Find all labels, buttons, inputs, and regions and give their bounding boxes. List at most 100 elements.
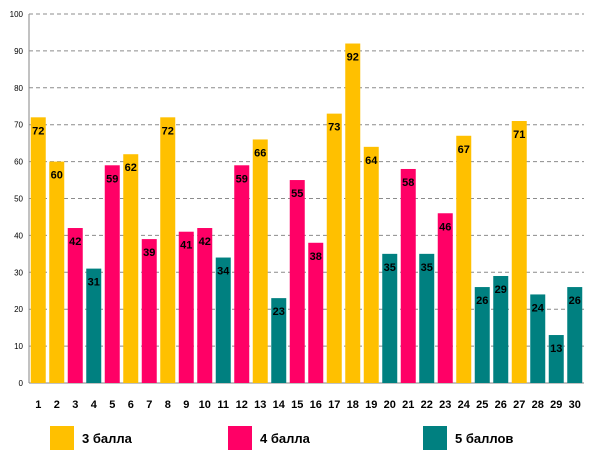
y-tick-labels: 0 10 20 30 40 50 60 70 80 90 100 xyxy=(10,10,24,388)
bar-20 xyxy=(382,253,398,383)
data-label-19: 64 xyxy=(365,155,378,167)
x-tick-label-26: 26 xyxy=(495,399,507,411)
data-label-11: 34 xyxy=(217,266,230,278)
data-label-26: 29 xyxy=(495,284,507,296)
bar-9 xyxy=(178,231,194,383)
data-label-2: 60 xyxy=(51,170,63,182)
bar-30 xyxy=(567,287,583,383)
data-label-8: 72 xyxy=(162,125,174,137)
data-label-13: 66 xyxy=(254,147,266,159)
bar-23 xyxy=(437,213,453,383)
bar-7 xyxy=(141,239,157,383)
gridlines xyxy=(29,13,584,347)
data-label-22: 35 xyxy=(421,262,433,274)
data-label-29: 13 xyxy=(550,343,562,355)
data-labels: 72 60 42 31 59 62 39 72 41 42 34 59 66 23 55 38 73 92 64 35… xyxy=(32,52,581,356)
bar-1 xyxy=(30,117,46,383)
data-label-16: 38 xyxy=(310,251,322,263)
x-tick-label-6: 6 xyxy=(128,399,134,411)
data-label-3: 42 xyxy=(69,236,81,248)
y-tick-label: 20 xyxy=(14,305,23,314)
y-tick-label: 10 xyxy=(14,342,23,351)
x-tick-label-24: 24 xyxy=(458,399,471,411)
bar-2 xyxy=(49,161,65,383)
data-label-7: 39 xyxy=(143,247,155,259)
y-tick-label: 90 xyxy=(14,47,23,56)
x-tick-label-8: 8 xyxy=(165,399,171,411)
x-tick-label-25: 25 xyxy=(476,399,488,411)
bar-21 xyxy=(400,168,416,383)
y-tick-label: 100 xyxy=(10,10,24,19)
y-tick-label: 30 xyxy=(14,268,23,277)
x-tick-label-15: 15 xyxy=(291,399,303,411)
data-label-17: 73 xyxy=(328,122,340,134)
legend-swatch-3 xyxy=(50,426,74,450)
legend-label-4: 4 балла xyxy=(260,430,310,446)
data-label-21: 58 xyxy=(402,177,414,189)
bar-4 xyxy=(86,268,102,383)
data-label-25: 26 xyxy=(476,295,488,307)
bar-15 xyxy=(289,180,305,383)
x-tick-label-2: 2 xyxy=(54,399,60,411)
bar-3 xyxy=(67,228,83,383)
x-tick-label-3: 3 xyxy=(72,399,78,411)
x-tick-label-19: 19 xyxy=(365,399,377,411)
x-tick-label-18: 18 xyxy=(347,399,359,411)
data-label-14: 23 xyxy=(273,306,285,318)
bar-18 xyxy=(345,43,361,384)
x-tick-label-14: 14 xyxy=(273,399,286,411)
data-label-4: 31 xyxy=(88,277,100,289)
data-label-10: 42 xyxy=(199,236,211,248)
legend-label-5: 5 баллов xyxy=(455,430,514,446)
x-tick-label-22: 22 xyxy=(421,399,433,411)
bar-24 xyxy=(456,135,472,383)
bar-25 xyxy=(474,287,490,383)
legend-swatch-5 xyxy=(423,426,447,450)
bar-16 xyxy=(308,242,324,383)
x-tick-label-27: 27 xyxy=(513,399,525,411)
data-label-27: 71 xyxy=(513,129,525,141)
x-tick-label-11: 11 xyxy=(217,399,229,411)
x-tick-label-16: 16 xyxy=(310,399,322,411)
bar-10 xyxy=(197,228,213,383)
x-tick-label-29: 29 xyxy=(550,399,562,411)
legend-swatch-4 xyxy=(228,426,252,450)
y-tick-label: 0 xyxy=(19,379,24,388)
bars xyxy=(30,43,583,384)
bar-8 xyxy=(160,117,176,383)
x-tick-label-1: 1 xyxy=(35,399,41,411)
x-tick-labels: 1 2 3 4 5 6 7 8 9 10 11 12 13 14 15 16 17 18 19 20 21 22 23 24 2… xyxy=(35,399,581,411)
x-tick-label-4: 4 xyxy=(91,399,98,411)
legend-label-3: 3 балла xyxy=(82,430,132,446)
x-tick-label-17: 17 xyxy=(328,399,340,411)
data-label-15: 55 xyxy=(291,188,303,200)
bar-6 xyxy=(123,154,139,383)
data-label-30: 26 xyxy=(569,295,581,307)
bar-13 xyxy=(252,139,268,383)
data-label-28: 24 xyxy=(532,302,545,314)
bar-14 xyxy=(271,298,287,383)
x-tick-label-21: 21 xyxy=(402,399,414,411)
x-tick-label-5: 5 xyxy=(109,399,115,411)
y-tick-label: 60 xyxy=(14,158,23,167)
data-label-18: 92 xyxy=(347,52,359,64)
legend-item-5: 5 баллов xyxy=(423,425,513,451)
data-label-23: 46 xyxy=(439,221,451,233)
axes xyxy=(28,14,584,384)
legend: 3 балла 4 балла 5 баллов xyxy=(0,425,590,455)
bar-26 xyxy=(493,275,509,383)
x-tick-label-9: 9 xyxy=(183,399,189,411)
bar-29 xyxy=(548,335,564,383)
x-tick-label-7: 7 xyxy=(146,399,152,411)
bar-11 xyxy=(215,257,231,383)
data-label-20: 35 xyxy=(384,262,396,274)
data-label-1: 72 xyxy=(32,125,44,137)
y-tick-label: 40 xyxy=(14,231,23,240)
x-tick-label-28: 28 xyxy=(532,399,544,411)
y-tick-label: 70 xyxy=(14,121,23,130)
x-tick-label-12: 12 xyxy=(236,399,248,411)
data-label-9: 41 xyxy=(180,240,192,252)
data-label-12: 59 xyxy=(236,173,248,185)
x-tick-label-13: 13 xyxy=(254,399,266,411)
